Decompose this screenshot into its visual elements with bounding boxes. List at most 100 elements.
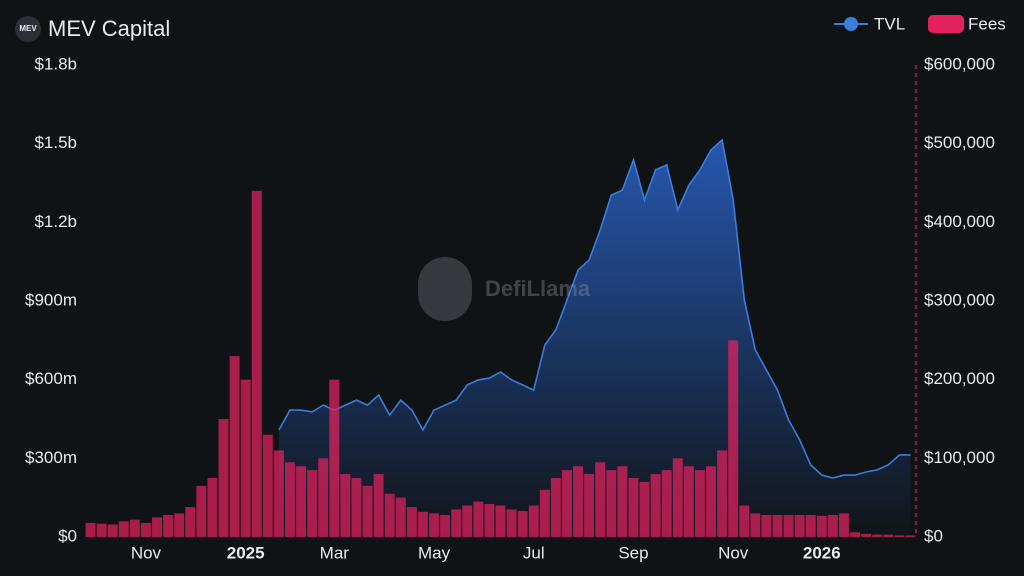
x-tick-label: Jul (523, 543, 545, 562)
fees-bar (296, 466, 307, 537)
fees-bar (872, 534, 883, 537)
fees-bar (384, 493, 395, 537)
fees-bar (451, 509, 462, 537)
fees-bar (318, 458, 329, 537)
fees-bar (417, 511, 428, 537)
fees-bar (550, 478, 561, 537)
x-tick-label: Nov (718, 543, 749, 562)
fees-bar (429, 513, 440, 537)
fees-bar (827, 514, 838, 537)
fees-bar (783, 514, 794, 537)
fees-bar (273, 450, 284, 537)
fees-bar (661, 470, 672, 537)
fees-bar (838, 513, 849, 537)
fees-bar (861, 533, 872, 537)
fees-bar (739, 505, 750, 537)
fees-bar (440, 514, 451, 537)
x-tick-label: May (418, 543, 451, 562)
fees-bar (229, 356, 240, 537)
fees-bar (185, 507, 196, 537)
y2-tick-label: $400,000 (924, 212, 995, 231)
fees-bar (617, 466, 628, 537)
tvl-line (278, 138, 911, 479)
chart-title: MEV Capital (48, 16, 170, 41)
fees-bar (395, 497, 406, 537)
x-tick-label: Nov (131, 543, 162, 562)
y-tick-label: $900m (25, 290, 77, 309)
fees-bar (473, 501, 484, 537)
fees-bar (850, 532, 861, 537)
fees-bar (717, 450, 728, 537)
y2-tick-label: $100,000 (924, 448, 995, 467)
fees-bar (129, 519, 140, 537)
tvl-area (278, 140, 911, 537)
fees-bar (406, 507, 417, 537)
fees-bar (683, 466, 694, 537)
y-tick-label: $0 (58, 526, 77, 545)
fees-bar (96, 523, 107, 537)
fees-bar (517, 511, 528, 537)
legend-swatch (844, 17, 858, 31)
x-tick-label: Mar (320, 543, 350, 562)
y2-tick-label: $200,000 (924, 369, 995, 388)
y-tick-label: $1.8b (34, 54, 77, 73)
fees-bar (118, 521, 129, 537)
fees-bar (606, 470, 617, 537)
y-tick-label: $300m (25, 448, 77, 467)
fees-bar (628, 478, 639, 537)
fees-bar (240, 379, 251, 537)
legend-label: Fees (968, 14, 1006, 33)
fees-bar (561, 470, 572, 537)
fees-bar (805, 514, 816, 537)
fees-bar (152, 517, 163, 537)
fees-bar (728, 340, 739, 537)
fees-bar (894, 535, 905, 537)
x-tick-label: Sep (618, 543, 648, 562)
fees-bar (750, 513, 761, 537)
legend-swatch (928, 15, 964, 33)
fees-bar (174, 513, 185, 537)
fees-bar (307, 470, 318, 537)
legend-label: TVL (874, 14, 905, 33)
fees-bar (196, 485, 207, 537)
y2-tick-label: $500,000 (924, 133, 995, 152)
fees-bar (694, 470, 705, 537)
fees-bar (816, 515, 827, 537)
fees-bar (85, 522, 96, 537)
fees-bar (539, 489, 550, 537)
y-tick-label: $1.2b (34, 212, 77, 231)
fees-bar (528, 505, 539, 537)
fees-bar (595, 462, 606, 537)
fees-bar (362, 485, 373, 537)
fees-bar (340, 474, 351, 537)
fees-bar (107, 524, 118, 537)
y2-tick-label: $0 (924, 526, 943, 545)
y-tick-label: $1.5b (34, 133, 77, 152)
fees-bar (672, 458, 683, 537)
fees-bar (506, 509, 517, 537)
fees-bar (484, 503, 495, 537)
x-tick-label: 2026 (803, 543, 841, 562)
fees-bar (462, 505, 473, 537)
fees-bar (905, 535, 916, 537)
fees-bar (284, 462, 295, 537)
logo: MEV (15, 16, 41, 42)
fees-bar (495, 505, 506, 537)
watermark: DefiLlama (418, 257, 591, 321)
fees-bar (761, 514, 772, 537)
fees-bar (163, 514, 174, 537)
y-tick-label: $600m (25, 369, 77, 388)
y2-tick-label: $600,000 (924, 54, 995, 73)
fees-bar (639, 481, 650, 537)
fees-bar (218, 419, 229, 537)
watermark-text: DefiLlama (485, 276, 591, 301)
fees-bar (573, 466, 584, 537)
fees-bar (772, 514, 783, 537)
fees-bar (883, 534, 894, 537)
fees-bar (251, 190, 262, 537)
fees-bar (207, 478, 218, 537)
fees-bar (329, 379, 340, 537)
fees-bar (584, 474, 595, 537)
